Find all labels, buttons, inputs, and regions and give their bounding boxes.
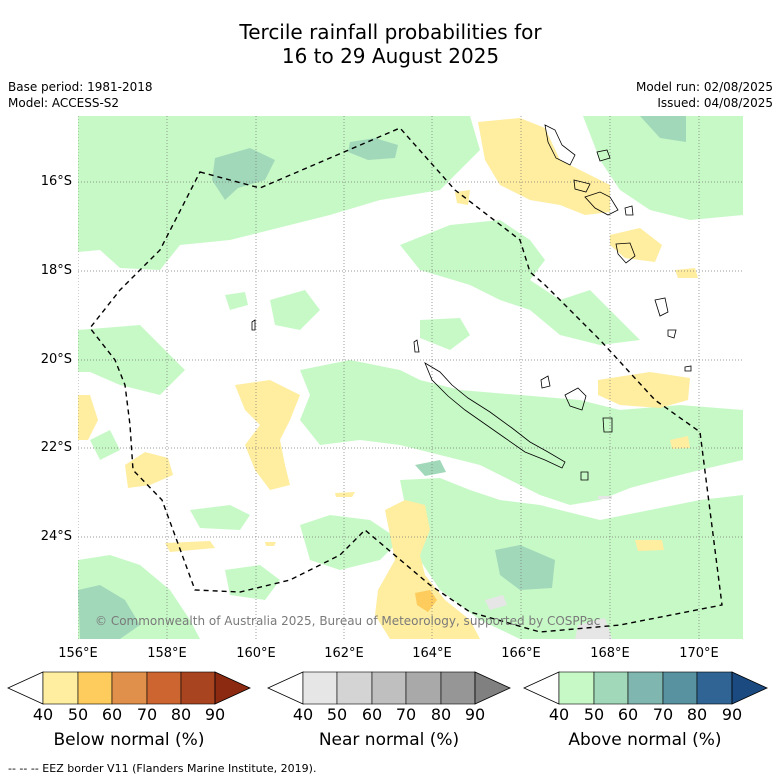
colorbar-below-normal bbox=[7, 671, 251, 705]
lon-label-164e: 164°E bbox=[412, 646, 452, 661]
colorbar-below-arrow-left bbox=[7, 671, 44, 705]
lat-label-16s: 16°S bbox=[40, 174, 72, 189]
above-normal-50-60-region bbox=[78, 116, 686, 639]
eez-border bbox=[89, 127, 723, 633]
below-normal-40-50-region bbox=[78, 118, 698, 639]
colorbar-near-bin-50-60 bbox=[336, 671, 373, 705]
colorbar-above-arrow-right bbox=[731, 671, 768, 705]
model-run: Model run: 02/08/2025 bbox=[635, 80, 773, 94]
lon-label-160e: 160°E bbox=[236, 646, 276, 661]
lon-label-170e: 170°E bbox=[679, 646, 719, 661]
colorbar-below-bin-70-80 bbox=[146, 671, 182, 705]
colorbar-above-bin-40-50 bbox=[558, 671, 595, 705]
colorbar-above-label: Above normal (%) bbox=[568, 730, 722, 750]
colorbar-near-arrow-right bbox=[474, 671, 511, 705]
lon-label-168e: 168°E bbox=[590, 646, 630, 661]
colorbar-above-bin-50-60 bbox=[593, 671, 629, 705]
colorbar-below-bin-50-60 bbox=[77, 671, 113, 705]
colorbar-near-normal bbox=[267, 671, 511, 705]
tick-label: 50 bbox=[326, 705, 348, 724]
tick-label: 80 bbox=[686, 705, 708, 724]
colorbar-near-arrow-left bbox=[267, 671, 304, 705]
base-period: Base period: 1981-2018 bbox=[8, 80, 153, 94]
tick-label: 40 bbox=[548, 705, 570, 724]
lat-label-20s: 20°S bbox=[40, 352, 72, 367]
lon-label-156e: 156°E bbox=[58, 646, 98, 661]
tick-label: 80 bbox=[430, 705, 452, 724]
tick-label: 40 bbox=[292, 705, 314, 724]
tick-label: 60 bbox=[101, 705, 123, 724]
colorbar-near-label: Near normal (%) bbox=[318, 730, 460, 750]
tick-label: 60 bbox=[617, 705, 639, 724]
colorbar-below-bin-60-70 bbox=[111, 671, 148, 705]
tick-label: 40 bbox=[32, 705, 54, 724]
lat-label-18s: 18°S bbox=[40, 263, 72, 278]
tick-label: 70 bbox=[652, 705, 674, 724]
colorbar-above-bin-80-90 bbox=[696, 671, 733, 705]
map-title-line2: 16 to 29 August 2025 bbox=[281, 44, 500, 68]
colorbar-above-normal bbox=[523, 671, 768, 705]
map-gridlines bbox=[78, 116, 743, 639]
colorbar-above-bin-70-80 bbox=[662, 671, 698, 705]
tick-label: 90 bbox=[204, 705, 226, 724]
tick-label: 90 bbox=[464, 705, 486, 724]
colorbar-below-bin-40-50 bbox=[42, 671, 79, 705]
colorbar-near-bin-70-80 bbox=[405, 671, 442, 705]
colorbar-near-bin-40-50 bbox=[302, 671, 338, 705]
tick-label: 50 bbox=[583, 705, 605, 724]
tick-label: 70 bbox=[395, 705, 417, 724]
lat-label-24s: 24°S bbox=[40, 529, 72, 544]
tick-label: 60 bbox=[361, 705, 383, 724]
lon-label-166e: 166°E bbox=[501, 646, 541, 661]
tick-label: 80 bbox=[170, 705, 192, 724]
tick-label: 90 bbox=[721, 705, 743, 724]
copyright-notice: © Commonwealth of Australia 2025, Bureau… bbox=[95, 614, 601, 628]
tick-label: 70 bbox=[136, 705, 158, 724]
tick-label: 50 bbox=[67, 705, 89, 724]
lon-label-162e: 162°E bbox=[324, 646, 364, 661]
lon-label-158e: 158°E bbox=[147, 646, 187, 661]
colorbar-above-arrow-left bbox=[523, 671, 560, 705]
near-normal-region bbox=[485, 496, 612, 639]
coastline bbox=[251, 124, 692, 481]
eez-legend-footer: -- -- -- EEZ border V11 (Flanders Marine… bbox=[8, 762, 317, 775]
colorbar-near-bin-60-70 bbox=[371, 671, 407, 705]
colorbar-above-bin-60-70 bbox=[627, 671, 664, 705]
colorbar-below-arrow-right bbox=[214, 671, 251, 705]
issued-date: Issued: 04/08/2025 bbox=[657, 96, 773, 110]
map-title-line1: Tercile rainfall probabilities for bbox=[239, 20, 542, 44]
below-normal-50-60-region bbox=[415, 590, 437, 612]
colorbar-below-bin-80-90 bbox=[180, 671, 216, 705]
colorbar-below-label: Below normal (%) bbox=[53, 730, 205, 750]
colorbar-near-bin-80-90 bbox=[440, 671, 476, 705]
lat-label-22s: 22°S bbox=[40, 440, 72, 455]
model-name: Model: ACCESS-S2 bbox=[8, 96, 120, 110]
